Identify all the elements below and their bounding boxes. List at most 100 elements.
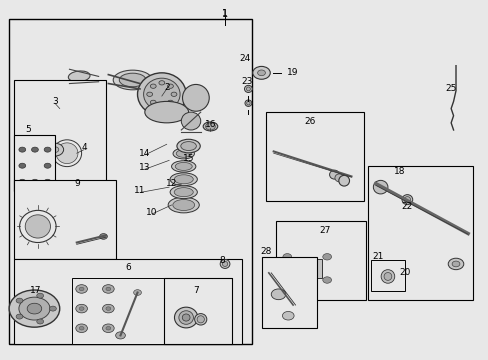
Ellipse shape xyxy=(177,139,200,153)
Text: 10: 10 xyxy=(146,208,158,217)
Circle shape xyxy=(19,147,26,152)
Circle shape xyxy=(257,70,265,76)
Bar xyxy=(276,221,366,300)
Text: 7: 7 xyxy=(193,286,198,295)
Circle shape xyxy=(9,290,60,327)
Ellipse shape xyxy=(25,215,50,238)
Ellipse shape xyxy=(172,199,194,211)
Ellipse shape xyxy=(68,71,90,82)
Text: 8: 8 xyxy=(219,256,225,265)
Circle shape xyxy=(51,147,59,153)
Text: 12: 12 xyxy=(165,179,177,188)
Circle shape xyxy=(102,304,114,313)
Text: 3: 3 xyxy=(52,97,58,106)
Circle shape xyxy=(451,261,459,267)
Circle shape xyxy=(146,92,152,96)
Text: 19: 19 xyxy=(287,68,298,77)
Ellipse shape xyxy=(338,175,349,186)
Circle shape xyxy=(37,293,43,298)
Circle shape xyxy=(102,324,114,333)
Ellipse shape xyxy=(137,73,186,116)
Circle shape xyxy=(322,277,331,283)
Text: 14: 14 xyxy=(139,149,150,158)
Ellipse shape xyxy=(329,170,339,179)
Circle shape xyxy=(205,123,215,130)
Circle shape xyxy=(159,81,164,85)
Ellipse shape xyxy=(174,307,198,328)
Circle shape xyxy=(19,179,26,184)
Bar xyxy=(164,278,232,344)
Ellipse shape xyxy=(176,150,191,157)
Circle shape xyxy=(16,298,23,303)
Text: 9: 9 xyxy=(74,179,80,188)
Circle shape xyxy=(46,143,63,156)
Bar xyxy=(370,260,404,291)
Ellipse shape xyxy=(222,261,227,266)
Circle shape xyxy=(19,163,26,168)
Text: 11: 11 xyxy=(134,186,145,195)
Circle shape xyxy=(79,287,84,291)
Circle shape xyxy=(322,253,331,260)
Text: 1: 1 xyxy=(222,9,227,19)
Circle shape xyxy=(100,234,107,239)
Circle shape xyxy=(76,285,87,293)
Text: 22: 22 xyxy=(401,202,412,211)
Ellipse shape xyxy=(194,314,206,325)
Bar xyxy=(266,112,363,202)
Ellipse shape xyxy=(56,143,78,163)
Circle shape xyxy=(167,100,173,104)
Text: 26: 26 xyxy=(304,117,315,126)
Circle shape xyxy=(106,287,111,291)
Circle shape xyxy=(171,92,177,96)
Ellipse shape xyxy=(334,174,343,182)
Ellipse shape xyxy=(181,112,201,130)
Circle shape xyxy=(76,304,87,313)
Text: 1: 1 xyxy=(222,9,227,18)
Circle shape xyxy=(31,179,38,184)
Ellipse shape xyxy=(372,180,387,194)
Ellipse shape xyxy=(143,78,180,111)
Bar xyxy=(14,80,106,191)
Ellipse shape xyxy=(380,270,394,283)
Text: 17: 17 xyxy=(30,286,41,295)
Circle shape xyxy=(106,327,111,330)
Circle shape xyxy=(44,163,51,168)
Circle shape xyxy=(283,253,291,260)
Ellipse shape xyxy=(170,186,197,199)
Ellipse shape xyxy=(401,195,412,204)
Circle shape xyxy=(150,84,156,88)
Ellipse shape xyxy=(220,260,229,269)
Bar xyxy=(287,258,322,278)
Circle shape xyxy=(167,84,173,88)
Ellipse shape xyxy=(174,188,193,197)
Text: 23: 23 xyxy=(241,77,252,86)
Ellipse shape xyxy=(179,311,193,324)
Text: 15: 15 xyxy=(183,154,194,163)
Ellipse shape xyxy=(383,273,391,280)
Text: 18: 18 xyxy=(393,167,405,176)
Circle shape xyxy=(44,147,51,152)
Ellipse shape xyxy=(244,100,251,107)
Circle shape xyxy=(116,332,125,339)
Text: 24: 24 xyxy=(238,54,250,63)
Bar xyxy=(14,135,55,191)
Circle shape xyxy=(283,277,291,283)
Circle shape xyxy=(19,297,50,320)
Circle shape xyxy=(271,289,285,300)
Circle shape xyxy=(79,307,84,310)
Bar xyxy=(261,257,317,328)
Text: 5: 5 xyxy=(25,126,31,135)
Text: 16: 16 xyxy=(204,120,216,129)
Circle shape xyxy=(150,100,156,104)
Text: 6: 6 xyxy=(124,263,130,272)
Bar xyxy=(14,180,116,258)
Ellipse shape xyxy=(182,314,190,321)
Bar xyxy=(9,19,251,344)
Ellipse shape xyxy=(182,85,209,111)
Text: 2: 2 xyxy=(163,83,169,92)
Circle shape xyxy=(159,104,164,108)
Text: 28: 28 xyxy=(260,247,271,256)
Text: 13: 13 xyxy=(139,163,150,172)
Circle shape xyxy=(133,290,141,296)
Ellipse shape xyxy=(244,85,252,93)
